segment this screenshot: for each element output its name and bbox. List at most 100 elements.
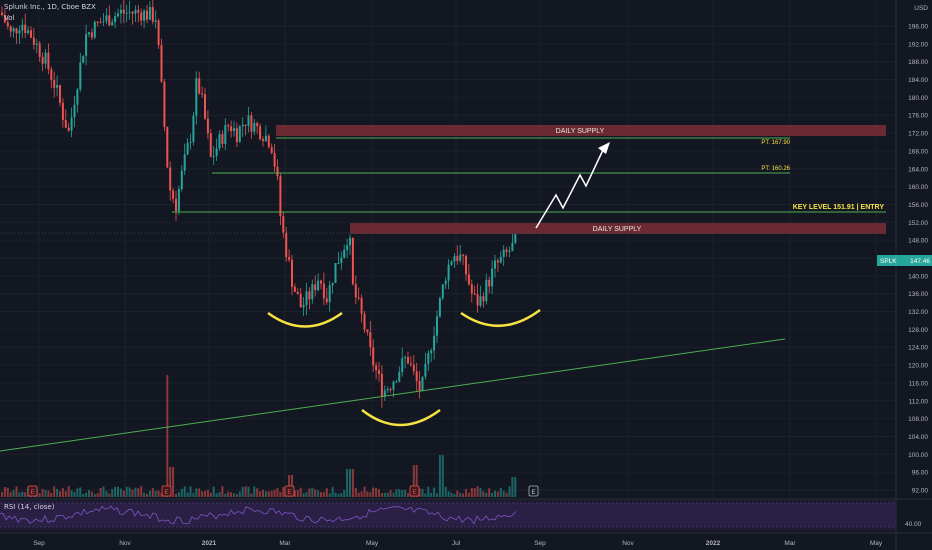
candle-body — [433, 336, 435, 351]
volume-bar — [59, 491, 61, 497]
candle-body — [346, 245, 348, 250]
candle-body — [1, 13, 3, 15]
candle-body — [30, 30, 32, 37]
volume-bar — [236, 494, 238, 497]
candle-body — [18, 30, 20, 33]
volume-bar — [320, 492, 322, 497]
volume-bar — [47, 490, 49, 497]
volume-bar — [187, 492, 189, 497]
candle-body — [126, 13, 128, 14]
rsi-label[interactable]: RSI (14, close) — [4, 503, 54, 511]
volume-bar — [7, 488, 9, 497]
candle-body — [259, 126, 261, 139]
volume-bar — [219, 492, 221, 497]
candle-body — [401, 358, 403, 372]
candle-body — [451, 261, 453, 264]
candle-body — [253, 123, 255, 132]
candle-body — [398, 372, 400, 381]
price-tick-label: 160.00 — [908, 184, 928, 191]
price-tag-symbol: SPLK — [880, 258, 897, 265]
time-tick-label: Mar — [784, 540, 796, 547]
candle-body — [68, 128, 70, 131]
candle-body — [445, 281, 447, 285]
projection-path[interactable] — [536, 150, 603, 228]
left-shoulder-arc[interactable] — [268, 313, 342, 327]
candle-body — [271, 147, 273, 153]
volume-bar — [181, 489, 183, 497]
candle-body — [375, 365, 377, 370]
volume-bar — [245, 486, 247, 497]
earnings-badge-letter: E — [412, 489, 417, 496]
volume-bar — [349, 469, 351, 497]
time-tick-label: Sep — [33, 540, 45, 547]
right-shoulder-arc[interactable] — [461, 310, 540, 326]
volume-bar — [271, 491, 273, 497]
price-tick-label: 172.00 — [908, 131, 928, 138]
candle-body — [175, 199, 177, 211]
candle-body — [288, 257, 290, 260]
volume-bar — [192, 493, 194, 497]
time-tick-label: Sep — [534, 540, 546, 547]
candle-body — [506, 250, 508, 252]
volume-bar — [306, 492, 308, 497]
volume-bar — [155, 491, 157, 497]
candle-body — [71, 117, 73, 130]
projection-arrowhead-icon — [598, 142, 610, 154]
candle-body — [459, 255, 461, 261]
candle-body — [190, 142, 192, 143]
volume-bar — [213, 487, 215, 497]
volume-bar — [146, 494, 148, 497]
volume-bar — [216, 493, 218, 497]
volume-bar — [381, 493, 383, 497]
volume-bar — [137, 488, 139, 497]
volume-bar — [398, 489, 400, 497]
candle-body — [279, 176, 281, 216]
price-tick-label: 192.00 — [908, 41, 928, 48]
candle-body — [155, 20, 157, 21]
volume-bar — [45, 490, 47, 497]
candle-body — [16, 28, 18, 33]
candle-body — [13, 28, 15, 31]
symbol-title[interactable]: Splunk Inc., 1D, Cboe BZX — [4, 3, 96, 11]
candle-body — [297, 292, 299, 294]
candle-body — [294, 287, 296, 292]
volume-bar — [506, 493, 508, 497]
candle-body — [364, 314, 366, 330]
volume-bar — [18, 492, 20, 497]
candle-body — [53, 80, 55, 88]
candle-body — [471, 284, 473, 293]
volume-bar — [117, 487, 119, 497]
candle-body — [50, 69, 52, 80]
volume-bar — [445, 487, 447, 497]
volume-bar — [88, 490, 90, 497]
volume-bar — [509, 486, 511, 497]
head-arc[interactable] — [362, 410, 440, 425]
volume-bar — [439, 455, 441, 497]
candle-body — [184, 154, 186, 170]
candle-body — [33, 38, 35, 45]
price-tick-label: 148.00 — [908, 238, 928, 245]
candle-body — [442, 284, 444, 298]
volume-bar — [140, 486, 142, 497]
candle-body — [166, 127, 168, 168]
candle-body — [361, 298, 363, 314]
candle-body — [308, 291, 310, 299]
candle-body — [268, 136, 270, 147]
volume-bar — [387, 493, 389, 497]
time-axis[interactable]: Sep Nov 2021 Mar May Jul Sep Nov 2022 Mar May — [33, 540, 883, 547]
candle-body — [303, 305, 305, 307]
volume-label[interactable]: Vol — [4, 14, 14, 22]
candle-body — [390, 389, 392, 390]
volume-bar — [62, 488, 64, 497]
volume-bar — [111, 489, 113, 497]
candle-body — [242, 125, 244, 127]
volume-bar — [500, 488, 502, 497]
candle-body — [76, 89, 78, 104]
volume-bar — [201, 491, 203, 497]
time-tick-label: May — [870, 540, 883, 547]
volume-bar — [332, 487, 334, 497]
support-trendline[interactable] — [0, 339, 785, 451]
candle-body — [82, 56, 84, 63]
currency-label[interactable]: USD — [914, 5, 928, 12]
